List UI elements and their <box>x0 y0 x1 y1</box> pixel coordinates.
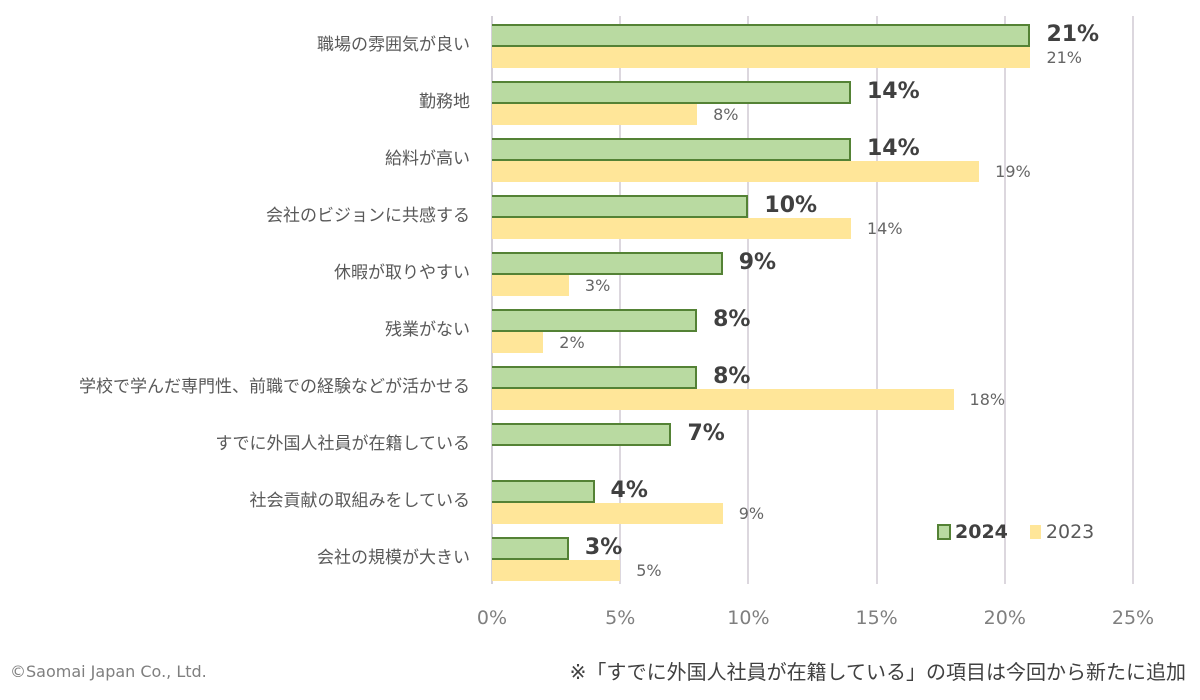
category-label: 学校で学んだ専門性、前職での経験などが活かせる <box>79 377 470 397</box>
bar-2023 <box>492 47 1031 68</box>
legend-label-2024: 2024 <box>955 521 1008 543</box>
x-tick-label: 25% <box>1111 607 1155 629</box>
bar-2024 <box>492 24 1031 47</box>
footnote-text: ※「すでに外国人社員が在籍している」の項目は今回から新たに追加 <box>569 660 1186 684</box>
x-tick-label: 5% <box>605 607 636 629</box>
gridline <box>875 16 878 584</box>
category-label: 勤務地 <box>419 92 470 112</box>
bar-2024 <box>492 366 698 389</box>
bar-2023 <box>492 332 544 353</box>
category-label: 会社のビジョンに共感する <box>266 206 470 226</box>
category-label: 社会貢献の取組みをしている <box>249 491 471 511</box>
value-label-2023: 8% <box>713 105 739 124</box>
bar-2024 <box>492 138 851 161</box>
bar-2023 <box>492 218 851 239</box>
x-tick-label: 15% <box>855 607 898 629</box>
value-label-2023: 3% <box>584 276 611 295</box>
legend-swatch-2024 <box>937 524 951 540</box>
x-tick-label: 20% <box>983 607 1026 629</box>
value-label-2024: 3% <box>584 535 623 560</box>
category-label: 残業がない <box>385 320 470 340</box>
value-label-2024: 14% <box>866 136 920 161</box>
value-label-2023: 18% <box>969 390 1006 409</box>
copyright-text: ©Saomai Japan Co., Ltd. <box>10 662 207 681</box>
y-axis-line <box>491 16 493 584</box>
value-label-2023: 2% <box>559 333 585 352</box>
x-tick-label: 0% <box>476 607 508 629</box>
bar-2024 <box>492 81 851 104</box>
bar-2024 <box>492 480 595 503</box>
bar-2023 <box>492 275 569 296</box>
category-label: 休暇が取りやすい <box>334 263 470 283</box>
gridline <box>747 16 750 584</box>
bar-2023 <box>492 560 621 581</box>
legend-item-2024: 2024 <box>937 521 1008 543</box>
value-label-2023: 14% <box>866 219 903 238</box>
legend-item-2023: 2023 <box>1029 521 1095 543</box>
bar-2024 <box>492 309 698 332</box>
bar-2024 <box>492 537 569 560</box>
value-label-2024: 14% <box>866 79 920 104</box>
x-tick-label: 10% <box>727 607 770 629</box>
bar-2024 <box>492 252 723 275</box>
legend-label-2023: 2023 <box>1045 521 1095 543</box>
value-label-2024: 10% <box>764 193 818 218</box>
gridline <box>1003 16 1006 584</box>
value-label-2023: 5% <box>636 561 662 580</box>
category-label: 会社の規模が大きい <box>317 548 470 568</box>
bar-2023 <box>492 161 980 182</box>
category-label: 職場の雰囲気が良い <box>317 35 470 55</box>
bar-2024 <box>492 423 672 446</box>
bar-2024 <box>492 195 749 218</box>
bar-2023 <box>492 389 954 410</box>
value-label-2024: 8% <box>713 364 751 389</box>
legend-swatch-2023 <box>1029 525 1041 539</box>
value-label-2024: 8% <box>713 307 751 332</box>
value-label-2023: 19% <box>995 162 1031 181</box>
bar-2023 <box>492 104 698 125</box>
value-label-2023: 21% <box>1046 48 1082 67</box>
value-label-2024: 4% <box>610 478 648 503</box>
category-label: すでに外国人社員が在籍している <box>215 434 470 454</box>
gridline <box>619 16 622 584</box>
value-label-2023: 9% <box>738 504 765 523</box>
gridline <box>1132 16 1134 584</box>
category-label: 給料が高い <box>385 149 470 169</box>
bar-2023 <box>492 503 723 524</box>
value-label-2024: 9% <box>738 250 777 275</box>
value-label-2024: 21% <box>1046 22 1100 47</box>
value-label-2024: 7% <box>687 421 725 446</box>
legend: 2024 2023 <box>937 521 1116 543</box>
